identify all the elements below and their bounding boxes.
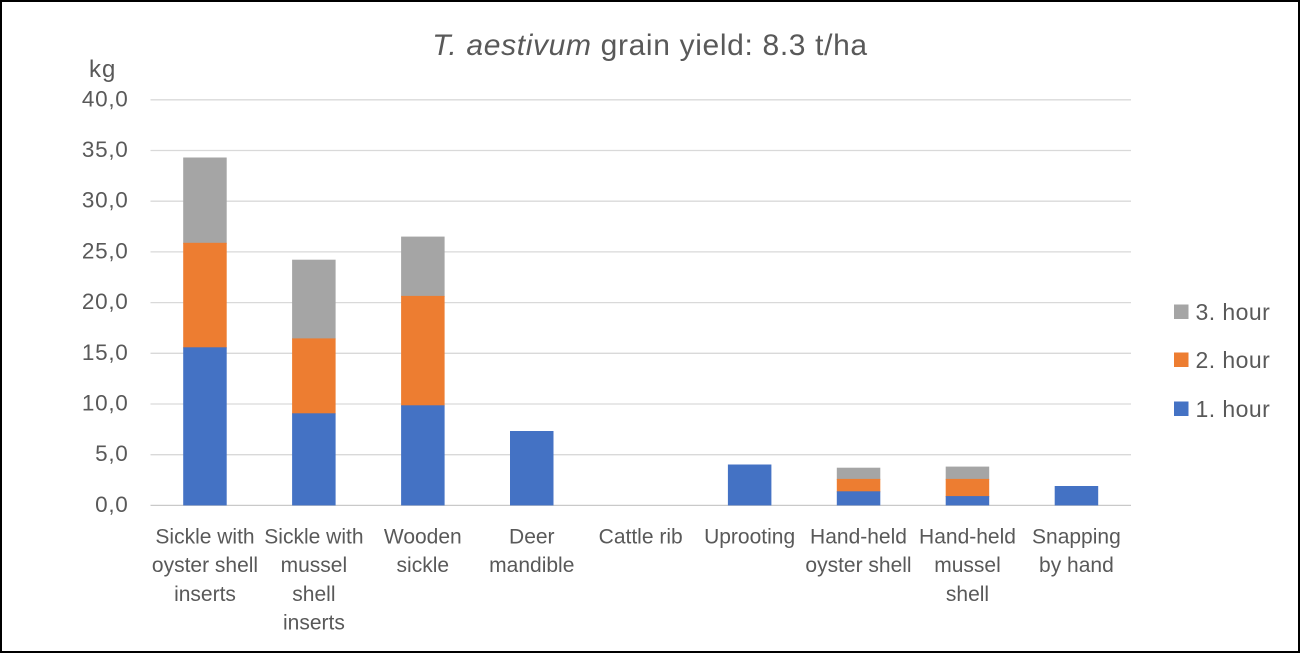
svg-text:0,0: 0,0: [95, 492, 128, 517]
svg-text:mussel: mussel: [934, 554, 1001, 577]
svg-text:10,0: 10,0: [82, 391, 129, 416]
svg-text:sickle: sickle: [397, 554, 450, 577]
svg-text:40,0: 40,0: [82, 86, 129, 111]
svg-text:Snapping: Snapping: [1032, 526, 1121, 549]
svg-text:15,0: 15,0: [82, 340, 129, 365]
svg-text:Sickle with: Sickle with: [155, 526, 254, 549]
svg-text:Sickle with: Sickle with: [264, 526, 363, 549]
svg-text:25,0: 25,0: [82, 238, 129, 263]
svg-text:20,0: 20,0: [82, 289, 129, 314]
svg-text:mussel: mussel: [281, 554, 348, 577]
svg-text:35,0: 35,0: [82, 137, 129, 162]
svg-text:shell: shell: [946, 583, 989, 606]
svg-text:30,0: 30,0: [82, 188, 129, 213]
svg-text:oyster shell: oyster shell: [805, 554, 911, 577]
svg-text:Hand-held: Hand-held: [810, 526, 907, 549]
svg-text:inserts: inserts: [283, 612, 345, 635]
svg-text:oyster shell: oyster shell: [152, 554, 258, 577]
svg-text:inserts: inserts: [174, 583, 236, 606]
svg-text:5,0: 5,0: [95, 441, 128, 466]
svg-text:kg: kg: [89, 56, 116, 83]
svg-text:T. aestivum grain yield: 8.3 t: T. aestivum grain yield: 8.3 t/ha: [432, 29, 868, 62]
svg-text:Cattle rib: Cattle rib: [599, 526, 683, 549]
svg-text:Uprooting: Uprooting: [704, 526, 795, 549]
svg-text:Hand-held: Hand-held: [919, 526, 1016, 549]
svg-text:by hand: by hand: [1039, 554, 1114, 577]
svg-text:Deer: Deer: [509, 526, 555, 549]
svg-text:shell: shell: [292, 583, 335, 606]
svg-text:Wooden: Wooden: [384, 526, 462, 549]
svg-text:1. hour: 1. hour: [1196, 396, 1271, 422]
svg-text:mandible: mandible: [489, 554, 574, 577]
svg-text:3. hour: 3. hour: [1196, 299, 1271, 325]
svg-text:2. hour: 2. hour: [1196, 347, 1271, 373]
